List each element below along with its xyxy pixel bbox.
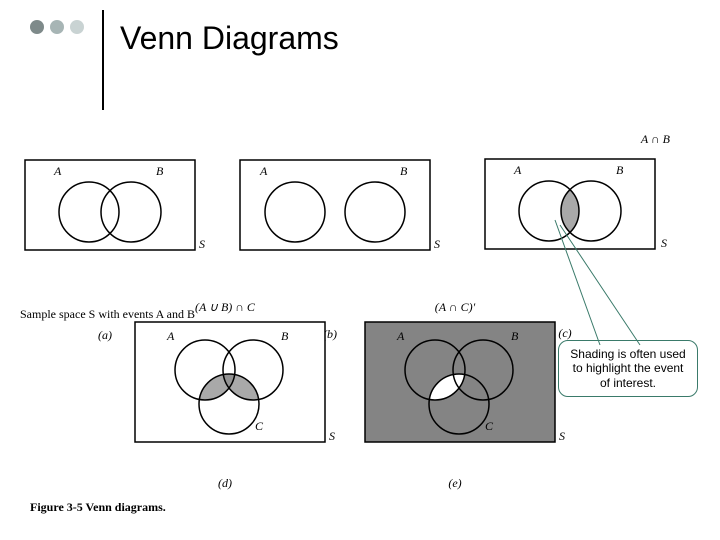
svg-text:A: A xyxy=(396,329,405,343)
annotation-callout: Shading is often used to highlight the e… xyxy=(558,340,698,397)
svg-text:S: S xyxy=(661,236,667,250)
panel-e-top-label: (A ∩ C)′ xyxy=(360,300,550,315)
panel-c-top-label: A ∩ B xyxy=(480,132,670,147)
panel-d-letter: (d) xyxy=(130,476,320,491)
venn-panel-e: (A ∩ C)′ A B C S (e) xyxy=(360,300,580,491)
venn-panel-d: (A ∪ B) ∩ C A B C S (d) xyxy=(130,300,350,491)
svg-text:A: A xyxy=(259,164,268,178)
svg-text:B: B xyxy=(400,164,408,178)
dot-icon xyxy=(30,20,44,34)
svg-text:C: C xyxy=(255,419,264,433)
panel-e-letter: (e) xyxy=(360,476,550,491)
panel-d-top-label: (A ∪ B) ∩ C xyxy=(130,300,320,315)
svg-text:A: A xyxy=(53,164,62,178)
figure-caption: Figure 3-5 Venn diagrams. xyxy=(30,500,166,515)
svg-text:S: S xyxy=(559,429,565,443)
dot-icon xyxy=(50,20,64,34)
svg-text:S: S xyxy=(329,429,335,443)
svg-text:S: S xyxy=(199,237,205,251)
decor-dots xyxy=(30,20,84,34)
svg-text:B: B xyxy=(511,329,519,343)
callout-line: to highlight the event xyxy=(569,361,687,375)
svg-text:B: B xyxy=(281,329,289,343)
svg-text:S: S xyxy=(434,237,440,251)
dot-icon xyxy=(70,20,84,34)
vertical-divider xyxy=(102,10,104,110)
svg-text:B: B xyxy=(616,163,624,177)
callout-line: Shading is often used xyxy=(569,347,687,361)
svg-text:B: B xyxy=(156,164,164,178)
page-title: Venn Diagrams xyxy=(120,20,339,57)
svg-text:C: C xyxy=(485,419,494,433)
svg-text:A: A xyxy=(166,329,175,343)
svg-text:A: A xyxy=(513,163,522,177)
callout-line: of interest. xyxy=(569,376,687,390)
